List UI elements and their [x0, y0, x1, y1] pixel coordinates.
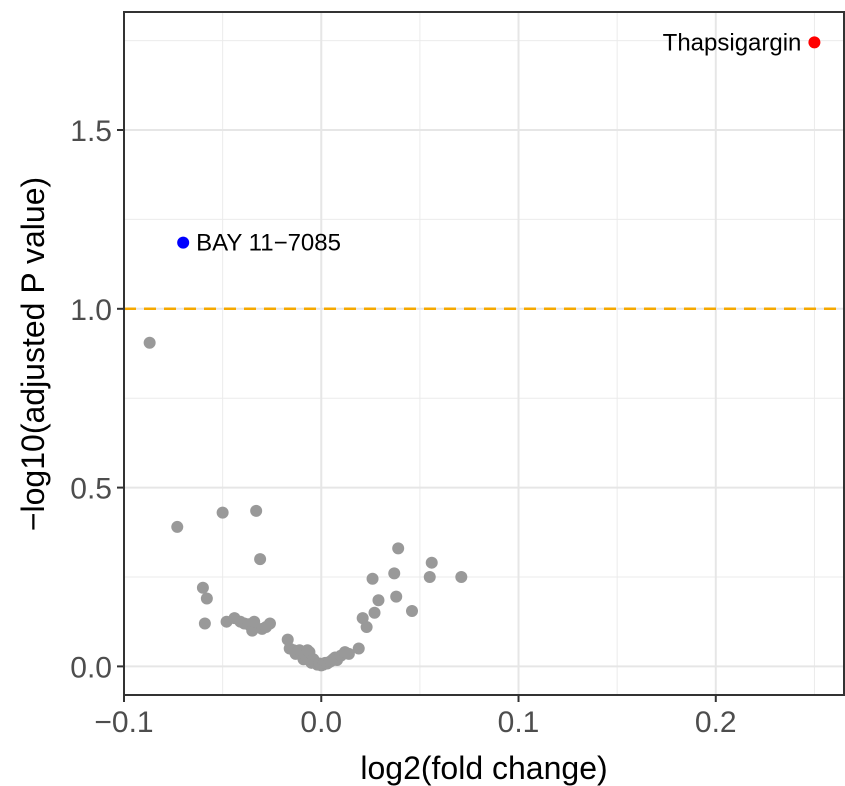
- labeled-points: Thapsigargin BAY 11−7085: [177, 29, 821, 257]
- data-point: [254, 553, 267, 566]
- plot-border: [123, 11, 845, 696]
- x-axis-title: log2(fold change): [360, 750, 607, 786]
- y-tick-label: 1.5: [70, 115, 112, 148]
- x-tick-label: 0.1: [498, 706, 540, 739]
- data-point: [392, 542, 405, 555]
- data-point: [352, 642, 365, 655]
- data-point: [425, 556, 438, 569]
- data-point: [406, 604, 418, 617]
- x-tick-label: 0.2: [695, 706, 737, 739]
- data-point: [366, 572, 379, 585]
- y-axis-ticks: 0.0 0.5 1.0 1.5: [70, 115, 124, 684]
- data-point: [455, 570, 468, 583]
- data-point: [216, 506, 229, 519]
- data-point: [423, 570, 436, 583]
- data-point: [200, 592, 213, 605]
- data-point: [360, 621, 373, 634]
- data-point: [246, 624, 259, 637]
- x-tick-label: 0.0: [300, 706, 342, 739]
- y-tick-label: 0.0: [70, 651, 112, 684]
- data-point: [196, 581, 209, 594]
- data-point: [171, 520, 184, 533]
- plot-panel: [124, 12, 844, 695]
- point-label: BAY 11−7085: [196, 230, 341, 257]
- x-axis-ticks: −0.1 0.0 0.1 0.2: [94, 695, 737, 739]
- data-point: [372, 594, 385, 607]
- grid-minor: [124, 12, 844, 695]
- data-point: [143, 336, 156, 349]
- highlighted-point: [808, 36, 821, 49]
- x-tick-label: −0.1: [94, 706, 153, 739]
- data-point: [281, 633, 294, 646]
- data-point: [263, 617, 276, 630]
- highlighted-point: [177, 236, 190, 249]
- point-label: Thapsigargin: [663, 29, 802, 56]
- data-point: [198, 617, 211, 630]
- data-point: [248, 615, 261, 628]
- data-point: [356, 612, 369, 625]
- data-point: [250, 504, 263, 517]
- data-point: [388, 567, 401, 580]
- y-axis-title: −log10(adjusted P value): [15, 177, 51, 531]
- data-point: [390, 590, 403, 603]
- y-tick-label: 1.0: [70, 294, 112, 327]
- data-point: [342, 647, 355, 660]
- data-point: [368, 606, 381, 619]
- y-tick-label: 0.5: [70, 473, 112, 506]
- data-points: [143, 336, 468, 672]
